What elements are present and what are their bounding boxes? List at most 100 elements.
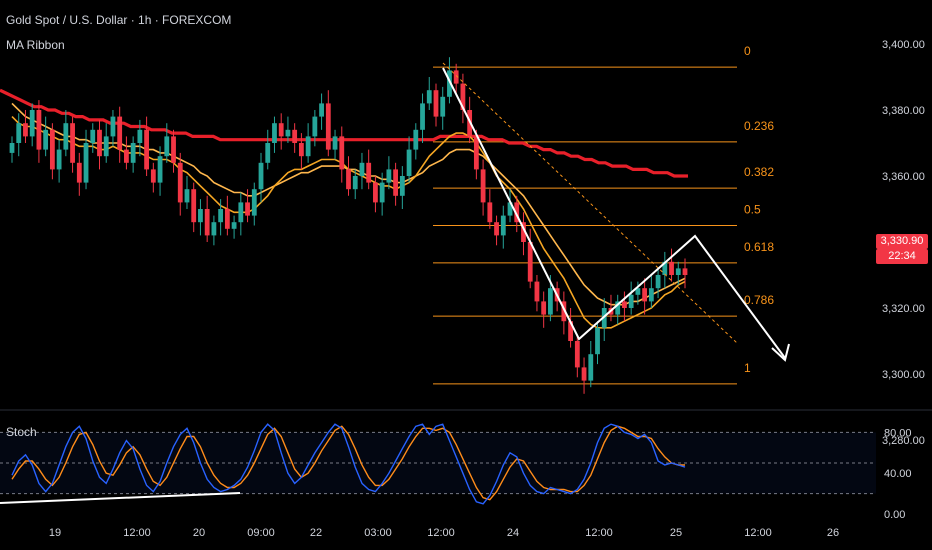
candle-body (622, 301, 627, 308)
candle-body (366, 162, 372, 183)
candle-body (150, 169, 156, 183)
candle-body (386, 169, 392, 183)
time-axis-label: 20 (193, 527, 205, 539)
candle-body (588, 354, 594, 381)
fib-level-label: 0.618 (744, 240, 774, 254)
time-axis-label: 19 (49, 527, 61, 539)
candle-body (49, 129, 55, 170)
price-axis-label: 3,320.00 (882, 303, 925, 315)
dashed-trendline[interactable] (442, 62, 738, 344)
candle-body (298, 143, 304, 157)
candle-body (238, 202, 244, 223)
candle-body (561, 301, 567, 322)
candle-body (548, 288, 553, 315)
time-axis-label: 25 (670, 527, 682, 539)
candle-body (480, 169, 486, 203)
candle-body (184, 189, 190, 203)
trend-drawings[interactable] (442, 62, 790, 362)
candle-body (70, 123, 75, 163)
price-axis-label: 3,400.00 (882, 39, 925, 51)
candle-body (56, 149, 62, 170)
candle-body (76, 162, 82, 183)
candle-body (16, 123, 22, 143)
candle-body (346, 169, 351, 190)
fib-level-label: 0.786 (744, 293, 774, 307)
candle-body (420, 103, 425, 130)
price-axis-label: 3,280.00 (882, 435, 925, 447)
time-axis-label: 12:00 (427, 527, 455, 539)
candle-body (137, 129, 143, 143)
candle-body (675, 268, 681, 275)
candle-body (352, 176, 358, 190)
stoch-label[interactable]: Stoch (6, 425, 37, 439)
candle-body (433, 90, 439, 117)
symbol-title[interactable]: Gold Spot / U.S. Dollar · 1h · FOREXCOM (6, 13, 232, 27)
candle-body (682, 268, 688, 275)
candle-body (164, 136, 170, 157)
candle-body (224, 209, 230, 229)
time-axis-label: 24 (507, 527, 519, 539)
indicator-label[interactable]: MA Ribbon (6, 38, 65, 52)
candle-body (231, 222, 237, 229)
candle-body (130, 143, 136, 163)
candle-body (635, 288, 641, 295)
fib-level-label: 0 (744, 44, 751, 58)
candle-body (245, 202, 250, 216)
candle-body (581, 367, 587, 381)
candle-body (373, 182, 378, 203)
time-axis-label: 12:00 (744, 527, 772, 539)
candle-body (97, 129, 102, 157)
candle-body (399, 176, 405, 196)
stoch-axis-label: 0.00 (884, 509, 905, 521)
candle-body (43, 129, 49, 150)
candle-body (278, 123, 284, 137)
candle-body (36, 110, 42, 150)
candle-body (440, 96, 446, 117)
stoch-axis: 80.00 40.00 0.00 (884, 427, 912, 521)
candle-body (379, 182, 385, 203)
candle-body (285, 129, 291, 137)
arrow-head-icon (771, 343, 790, 362)
fib-level-label: 1 (744, 361, 751, 375)
candle-body (339, 136, 345, 170)
candle-body (204, 209, 210, 236)
candle-body (103, 136, 109, 157)
candle-body (332, 136, 338, 150)
candle-body (615, 301, 621, 315)
time-axis-label: 12:00 (123, 527, 151, 539)
candle-body (144, 129, 149, 170)
time-axis-label: 03:00 (364, 527, 392, 539)
candle-body (655, 275, 661, 289)
countdown-tag: 22:34 (876, 249, 928, 264)
stoch-trendline[interactable] (0, 492, 241, 504)
time-axis[interactable]: 19 12:00 20 09:00 22 03:00 12:00 24 12:00 25 12:00… (49, 527, 839, 539)
fibonacci-retracement[interactable]: 0 0.236 0.382 0.5 0.618 0.786 1 (433, 44, 774, 385)
candle-body (117, 116, 123, 150)
candle-body (648, 288, 654, 302)
candle-body (494, 222, 499, 236)
candle-body (90, 129, 96, 143)
current-price-tag: 3,330.90 (876, 234, 928, 249)
candle-body (305, 136, 311, 157)
candle-body (447, 70, 452, 97)
candle-body (292, 129, 298, 143)
fib-level-label: 0.382 (744, 165, 774, 179)
zigzag-projection[interactable] (442, 67, 786, 359)
candle-body (473, 136, 479, 170)
candle-body (325, 103, 331, 150)
candle-body (669, 261, 674, 275)
candle-body (63, 123, 69, 150)
candle-body (406, 149, 412, 176)
candle-body (83, 143, 89, 183)
candle-body (662, 261, 668, 275)
candle-body (460, 83, 466, 110)
time-axis-label: 12:00 (585, 527, 613, 539)
candle-body (258, 162, 264, 190)
candle-body (527, 242, 533, 282)
candle-body (191, 189, 197, 223)
candle-body (211, 222, 217, 236)
candle-body (574, 341, 580, 368)
candle-body (507, 202, 513, 216)
